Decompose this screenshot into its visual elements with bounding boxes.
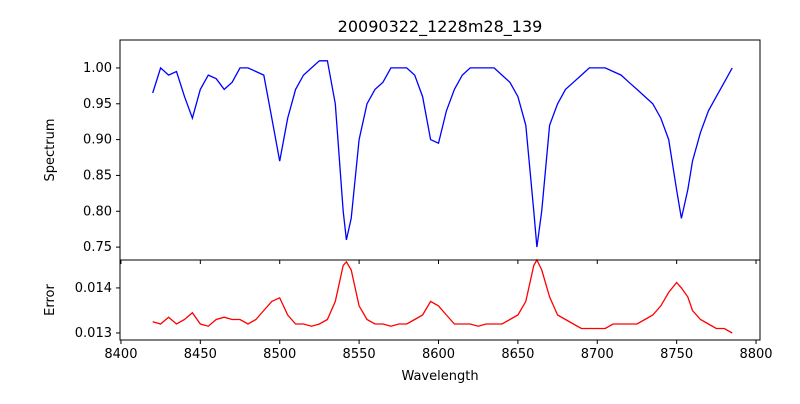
series-line-spectrum	[152, 60, 733, 248]
error-panel: 0.013 0.014 8400 8450 8500 8550 8600 8650 8700 87…	[75, 258, 773, 362]
y-tick-label: 0.014	[75, 281, 112, 296]
x-tick-label: 8500	[263, 347, 296, 362]
x-tick-label: 8700	[581, 347, 614, 362]
y-tick-label: 0.95	[83, 97, 112, 112]
y-tick-label: 0.85	[83, 168, 112, 183]
spectrum-panel: 0.75 0.80 0.85 0.90 0.95 1.00	[83, 39, 761, 264]
y-tick-label: 0.75	[83, 240, 112, 255]
axes-frame	[119, 39, 761, 261]
spectrum-ylabel: Spectrum	[43, 119, 58, 182]
x-tick-label: 8750	[660, 347, 693, 362]
x-tick-label: 8450	[184, 347, 217, 362]
x-tick-label: 8650	[501, 347, 534, 362]
series-line-error	[152, 258, 733, 334]
chart-title: 20090322_1228m28_139	[338, 17, 543, 37]
x-tick-label: 8550	[343, 347, 376, 362]
y-tick-label: 0.90	[83, 133, 112, 148]
y-tick-label: 1.00	[83, 61, 112, 76]
y-tick-label: 0.80	[83, 204, 112, 219]
x-tick-label: 8800	[739, 347, 772, 362]
x-tick-label: 8600	[422, 347, 455, 362]
x-axis-label: Wavelength	[401, 369, 478, 384]
x-tick-label: 8400	[104, 347, 137, 362]
axes-frame	[119, 259, 761, 341]
y-tick-label: 0.013	[75, 326, 112, 341]
error-ylabel: Error	[43, 284, 58, 316]
